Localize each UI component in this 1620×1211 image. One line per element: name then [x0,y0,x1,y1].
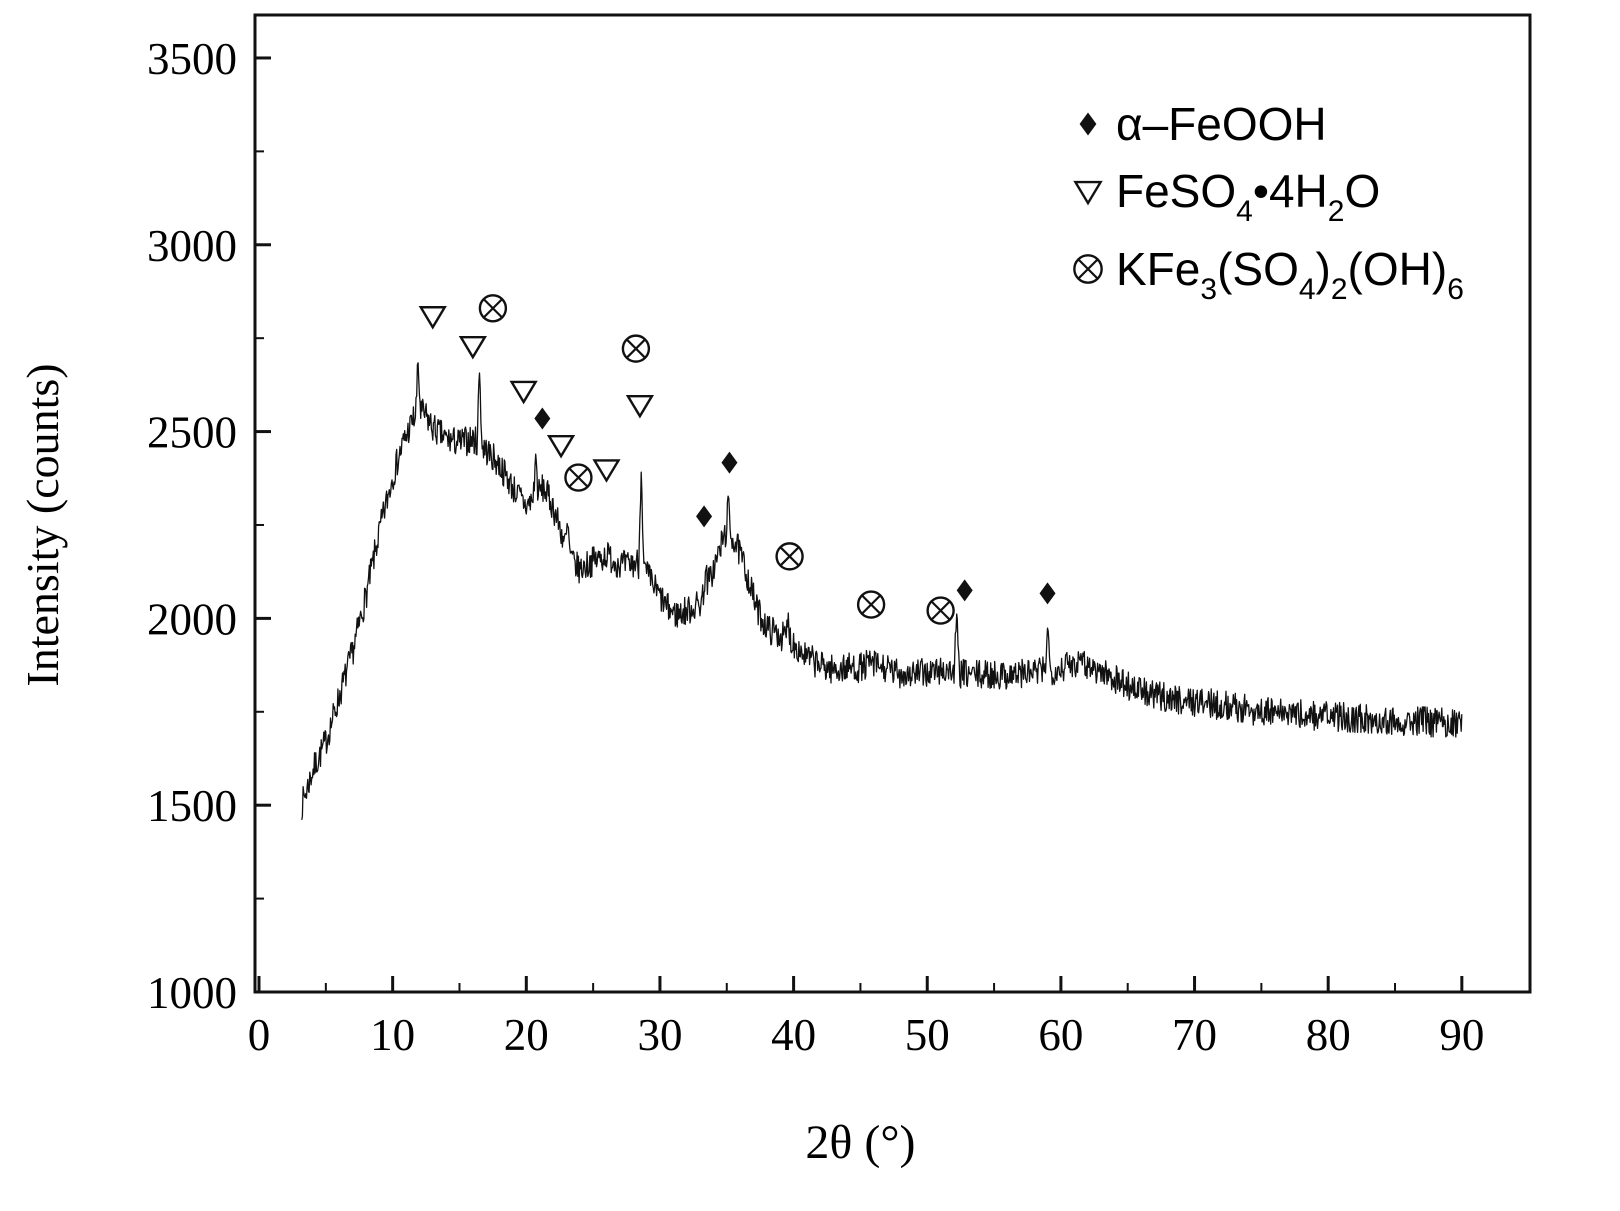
open-triangle-down-icon [458,335,487,360]
y-tick-label: 3000 [147,221,237,271]
legend-item: α–FeOOH [1079,98,1327,150]
x-tick-label: 50 [905,1010,950,1060]
circled-times-icon [856,590,886,619]
x-axis-title: 2θ (°) [805,1116,915,1169]
x-tick-label: 90 [1439,1010,1484,1060]
open-triangle-down-icon [592,459,621,483]
x-tick-label: 60 [1038,1010,1083,1060]
circled-times-icon [478,294,508,323]
filled-diamond-icon [1039,582,1056,605]
filled-diamond-icon [721,451,738,474]
circled-times-icon [621,334,651,363]
legend-label: α–FeOOH [1116,98,1327,150]
y-tick-label: 1000 [147,968,237,1018]
phase-markers-FeSO4-4H2O [418,306,655,483]
open-triangle-down-icon [418,306,447,330]
y-axis-title: Intensity (counts) [17,363,68,686]
x-tick-label: 30 [637,1010,682,1060]
x-tick-label: 0 [248,1010,271,1060]
filled-diamond-icon [956,579,973,602]
x-tick-label: 70 [1172,1010,1217,1060]
circled-times-icon [775,542,804,571]
open-triangle-down-icon [1073,180,1103,206]
legend-item: KFe3(SO4)2(OH)6 [1073,243,1464,306]
x-tick-label: 80 [1306,1010,1351,1060]
legend-label: FeSO4•4H2O [1116,165,1380,228]
y-tick-label: 2500 [147,408,237,458]
phase-markers-alpha-FeOOH [534,407,1056,605]
y-tick-labels: 1000 1500 2000 2500 3000 3500 [147,34,237,1018]
circled-times-icon [564,463,593,492]
legend-label: KFe3(SO4)2(OH)6 [1116,243,1464,306]
circled-times-icon [926,596,955,625]
x-tick-label: 40 [771,1010,816,1060]
x-tick-label: 10 [370,1010,415,1060]
x-tick-labels: 0 10 20 30 40 50 60 70 80 90 [248,1010,1485,1060]
filled-diamond-icon [696,505,713,528]
y-tick-label: 1500 [147,781,237,831]
open-triangle-down-icon [546,434,576,459]
legend-item: FeSO4•4H2O [1073,165,1380,228]
filled-diamond-icon [1079,112,1097,136]
y-tick-label: 3500 [147,34,237,84]
phase-markers-KFe3-SO4-2-OH-6 [478,294,955,625]
circled-times-icon [1073,254,1103,284]
y-tick-label: 2000 [147,594,237,644]
filled-diamond-icon [534,407,551,430]
x-tick-label: 20 [504,1010,549,1060]
open-triangle-down-icon [625,394,655,419]
open-triangle-down-icon [509,380,538,405]
legend: α–FeOOH FeSO4•4H2O KFe3(SO4)2(OH)6 [1073,98,1464,306]
plot-frame [253,13,1532,994]
xrd-trace [301,362,1463,820]
